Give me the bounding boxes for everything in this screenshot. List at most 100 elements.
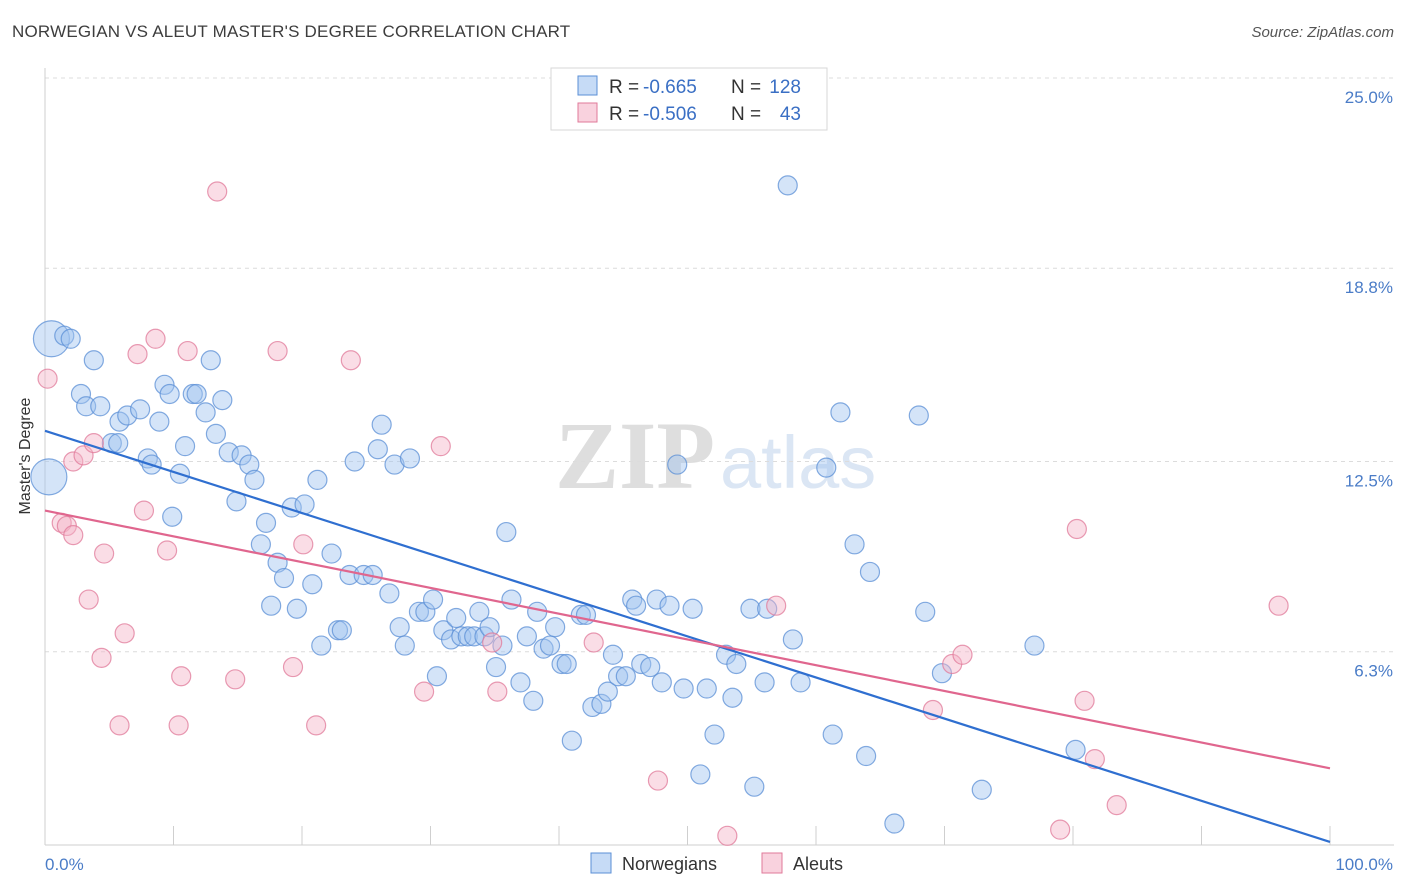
aleut-point bbox=[109, 715, 130, 736]
aleut-point bbox=[293, 534, 314, 555]
norwegian-point bbox=[464, 626, 485, 647]
grid-lines bbox=[45, 77, 1394, 653]
aleut-point bbox=[145, 328, 166, 349]
aleut-point bbox=[306, 715, 327, 736]
norwegian-point bbox=[408, 601, 430, 622]
aleut-point bbox=[267, 340, 288, 362]
norwegian-point bbox=[516, 626, 537, 647]
norwegian-point bbox=[218, 442, 239, 463]
aleut-point bbox=[177, 340, 198, 362]
aleut-point bbox=[1050, 819, 1071, 840]
norwegian-point bbox=[261, 595, 282, 616]
norwegian-point bbox=[726, 653, 747, 675]
norwegian-point bbox=[556, 653, 577, 675]
norwegian-point bbox=[545, 617, 566, 638]
norwegian-point bbox=[70, 383, 92, 405]
aleut-point bbox=[952, 644, 973, 665]
norwegian-point bbox=[162, 506, 183, 527]
norwegian-point bbox=[659, 595, 680, 616]
aleut-point bbox=[1074, 690, 1095, 711]
norwegian-point bbox=[1065, 739, 1086, 760]
x-tick-label-max: 100.0% bbox=[1335, 855, 1393, 874]
norwegian-point bbox=[646, 589, 667, 610]
legend-n-label-1: N = bbox=[731, 77, 761, 98]
data-points bbox=[30, 175, 1289, 846]
norwegian-point bbox=[667, 454, 688, 475]
norwegian-point bbox=[651, 672, 672, 693]
norwegian-point bbox=[682, 598, 703, 619]
norwegian-point bbox=[384, 454, 405, 475]
legend-n-value-2: 43 bbox=[780, 104, 801, 125]
aleut-point bbox=[78, 589, 99, 610]
legend-r-value-2: -0.506 bbox=[643, 104, 697, 125]
axes bbox=[44, 68, 1394, 846]
norwegian-point bbox=[625, 595, 647, 616]
norwegian-point bbox=[244, 469, 265, 491]
aleut-point bbox=[168, 715, 189, 736]
norwegian-point bbox=[457, 626, 478, 647]
aleut-point bbox=[127, 344, 148, 365]
norwegian-point bbox=[76, 396, 97, 417]
norwegian-point bbox=[740, 598, 761, 619]
norwegian-point bbox=[311, 635, 332, 656]
aleut-point bbox=[282, 656, 304, 678]
norwegian-point bbox=[426, 666, 448, 687]
bottom-legend-label-norwegians: Norwegians bbox=[622, 854, 717, 874]
aleut-point bbox=[430, 436, 451, 457]
norwegian-point bbox=[90, 396, 111, 417]
norwegian-point bbox=[722, 687, 743, 708]
aleut-point bbox=[1106, 795, 1127, 816]
norwegian-point bbox=[154, 374, 175, 395]
norwegian-point bbox=[591, 693, 612, 714]
norwegian-point bbox=[816, 457, 837, 478]
norwegian-point bbox=[859, 561, 881, 583]
norwegian-point bbox=[60, 328, 81, 349]
legend-n-value-1: 128 bbox=[769, 77, 801, 98]
legend-n-label-2: N = bbox=[731, 104, 761, 125]
aleut-point bbox=[340, 350, 361, 371]
norwegian-point bbox=[415, 601, 436, 622]
norwegian-point bbox=[469, 601, 490, 622]
norwegian-point bbox=[615, 666, 636, 687]
norwegian-point bbox=[129, 399, 151, 420]
norwegian-point bbox=[174, 436, 196, 457]
norwegian-point bbox=[777, 175, 798, 196]
aleut-point bbox=[171, 666, 192, 687]
x-tick-labels: 0.0% 100.0% bbox=[45, 855, 1393, 874]
bottom-legend-swatch-norwegians bbox=[590, 852, 612, 874]
norwegian-point bbox=[446, 607, 467, 629]
norwegian-point bbox=[367, 439, 388, 460]
norwegian-point bbox=[195, 402, 216, 423]
norwegian-point bbox=[523, 690, 544, 711]
norwegian-point bbox=[690, 764, 711, 785]
norwegian-point bbox=[844, 534, 865, 555]
aleut-point bbox=[133, 500, 155, 521]
norwegian-point bbox=[971, 779, 992, 800]
watermark-zip: ZIP bbox=[555, 402, 715, 509]
norwegian-point bbox=[856, 745, 877, 767]
norwegian-point bbox=[302, 574, 323, 595]
norwegian-point bbox=[551, 653, 572, 675]
norwegian-point bbox=[496, 521, 517, 543]
aleut-point bbox=[83, 432, 104, 454]
watermark: ZIP atlas bbox=[555, 402, 876, 509]
legend-r-label-2: R = bbox=[609, 104, 639, 125]
norwegian-point bbox=[527, 601, 548, 622]
stats-legend: R = -0.665 N = 128 R = -0.506 N = 43 bbox=[550, 67, 828, 131]
aleut-point bbox=[647, 770, 669, 791]
aleut-point bbox=[413, 681, 435, 702]
aleut-point bbox=[94, 543, 115, 564]
norwegian-point bbox=[575, 604, 597, 626]
norwegian-point bbox=[622, 589, 643, 610]
aleut-point bbox=[1084, 748, 1105, 770]
norwegian-point bbox=[371, 414, 392, 435]
norwegian-point bbox=[822, 724, 843, 745]
aleut-point bbox=[91, 647, 112, 668]
aleut-point bbox=[156, 540, 178, 561]
norwegian-point bbox=[394, 635, 415, 656]
legend-r-value-1: -0.665 bbox=[643, 77, 697, 98]
chart-source: Source: ZipAtlas.com bbox=[1251, 24, 1394, 41]
norwegian-point bbox=[608, 666, 629, 687]
norwegian-point bbox=[602, 644, 624, 665]
norwegian-point bbox=[915, 601, 936, 622]
